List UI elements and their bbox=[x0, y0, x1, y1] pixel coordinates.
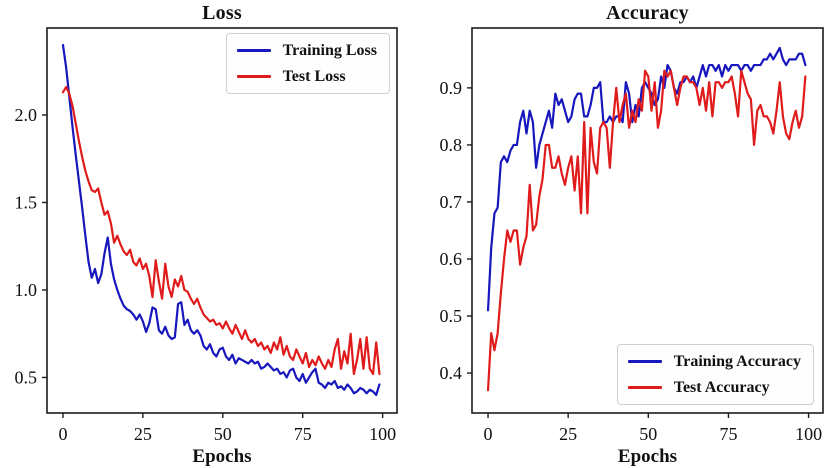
test-accuracy-legend-label: Test Accuracy bbox=[673, 379, 770, 396]
legend-item-test-loss: Test Loss bbox=[236, 67, 377, 86]
legend-item-training-loss: Training Loss bbox=[236, 41, 377, 60]
accuracy-title: Accuracy bbox=[606, 2, 689, 24]
loss-title: Loss bbox=[202, 2, 242, 24]
x-tick-label: 50 bbox=[639, 424, 657, 444]
accuracy-legend: Training Accuracy Test Accuracy bbox=[616, 344, 814, 405]
plot-frame bbox=[471, 27, 824, 414]
y-tick-label: 0.6 bbox=[440, 249, 463, 269]
x-tick-label: 50 bbox=[214, 424, 232, 444]
x-tick-label: 25 bbox=[134, 424, 152, 444]
training-loss-line bbox=[61, 43, 381, 397]
x-tick-label: 0 bbox=[484, 424, 493, 444]
x-tick-label: 75 bbox=[719, 424, 737, 444]
x-tick-label: 25 bbox=[559, 424, 577, 444]
y-tick-label: 0.8 bbox=[440, 135, 463, 155]
training-loss-swatch bbox=[236, 49, 271, 52]
accuracy-subplot: Accuracy 0 25 50 75 100 0.4 0.5 0.6 0.7 0.8 0.9 Epo… bbox=[418, 0, 836, 468]
training-loss-legend-label: Training Loss bbox=[282, 42, 377, 59]
training-accuracy-swatch bbox=[627, 360, 662, 363]
loss-plot-canvas: 0 25 50 75 100 0.5 1.0 1.5 2.0 Epochs bbox=[15, 27, 398, 467]
y-tick-label: 2.0 bbox=[15, 105, 38, 125]
legend-item-test-accuracy: Test Accuracy bbox=[627, 378, 801, 397]
y-tick-label: 0.5 bbox=[15, 367, 38, 387]
training-accuracy-line bbox=[486, 46, 807, 312]
y-tick-label: 0.4 bbox=[440, 363, 463, 383]
y-tick-label: 1.5 bbox=[15, 192, 38, 212]
legend-item-training-accuracy: Training Accuracy bbox=[627, 352, 801, 371]
y-tick-label: 1.0 bbox=[15, 280, 38, 300]
test-loss-line bbox=[61, 85, 381, 376]
plot-frame bbox=[46, 27, 398, 414]
accuracy-frame-overlay: Training Accuracy Test Accuracy bbox=[472, 28, 823, 413]
y-tick-label: 0.5 bbox=[440, 306, 463, 326]
test-accuracy-swatch bbox=[627, 386, 662, 389]
x-tick-label: 100 bbox=[369, 424, 396, 444]
y-tick-label: 0.7 bbox=[440, 192, 463, 212]
x-tick-label: 100 bbox=[795, 424, 822, 444]
loss-legend: Training Loss Test Loss bbox=[225, 33, 390, 94]
test-accuracy-line bbox=[486, 69, 807, 392]
training-accuracy-legend-label: Training Accuracy bbox=[673, 353, 801, 370]
x-axis-label: Epochs bbox=[192, 446, 251, 467]
loss-frame-overlay: Training Loss Test Loss bbox=[47, 28, 397, 413]
x-axis-label: Epochs bbox=[618, 446, 677, 467]
loss-subplot: Loss 0 25 50 75 100 0.5 1.0 1.5 2.0 Epochs Traini… bbox=[15, 2, 398, 467]
x-tick-label: 75 bbox=[294, 424, 312, 444]
test-loss-swatch bbox=[236, 75, 271, 78]
y-tick-label: 0.9 bbox=[440, 78, 463, 98]
accuracy-plot-canvas: 0 25 50 75 100 0.4 0.5 0.6 0.7 0.8 0.9 Epochs bbox=[440, 27, 824, 467]
test-loss-legend-label: Test Loss bbox=[282, 68, 346, 85]
x-tick-label: 0 bbox=[58, 424, 67, 444]
